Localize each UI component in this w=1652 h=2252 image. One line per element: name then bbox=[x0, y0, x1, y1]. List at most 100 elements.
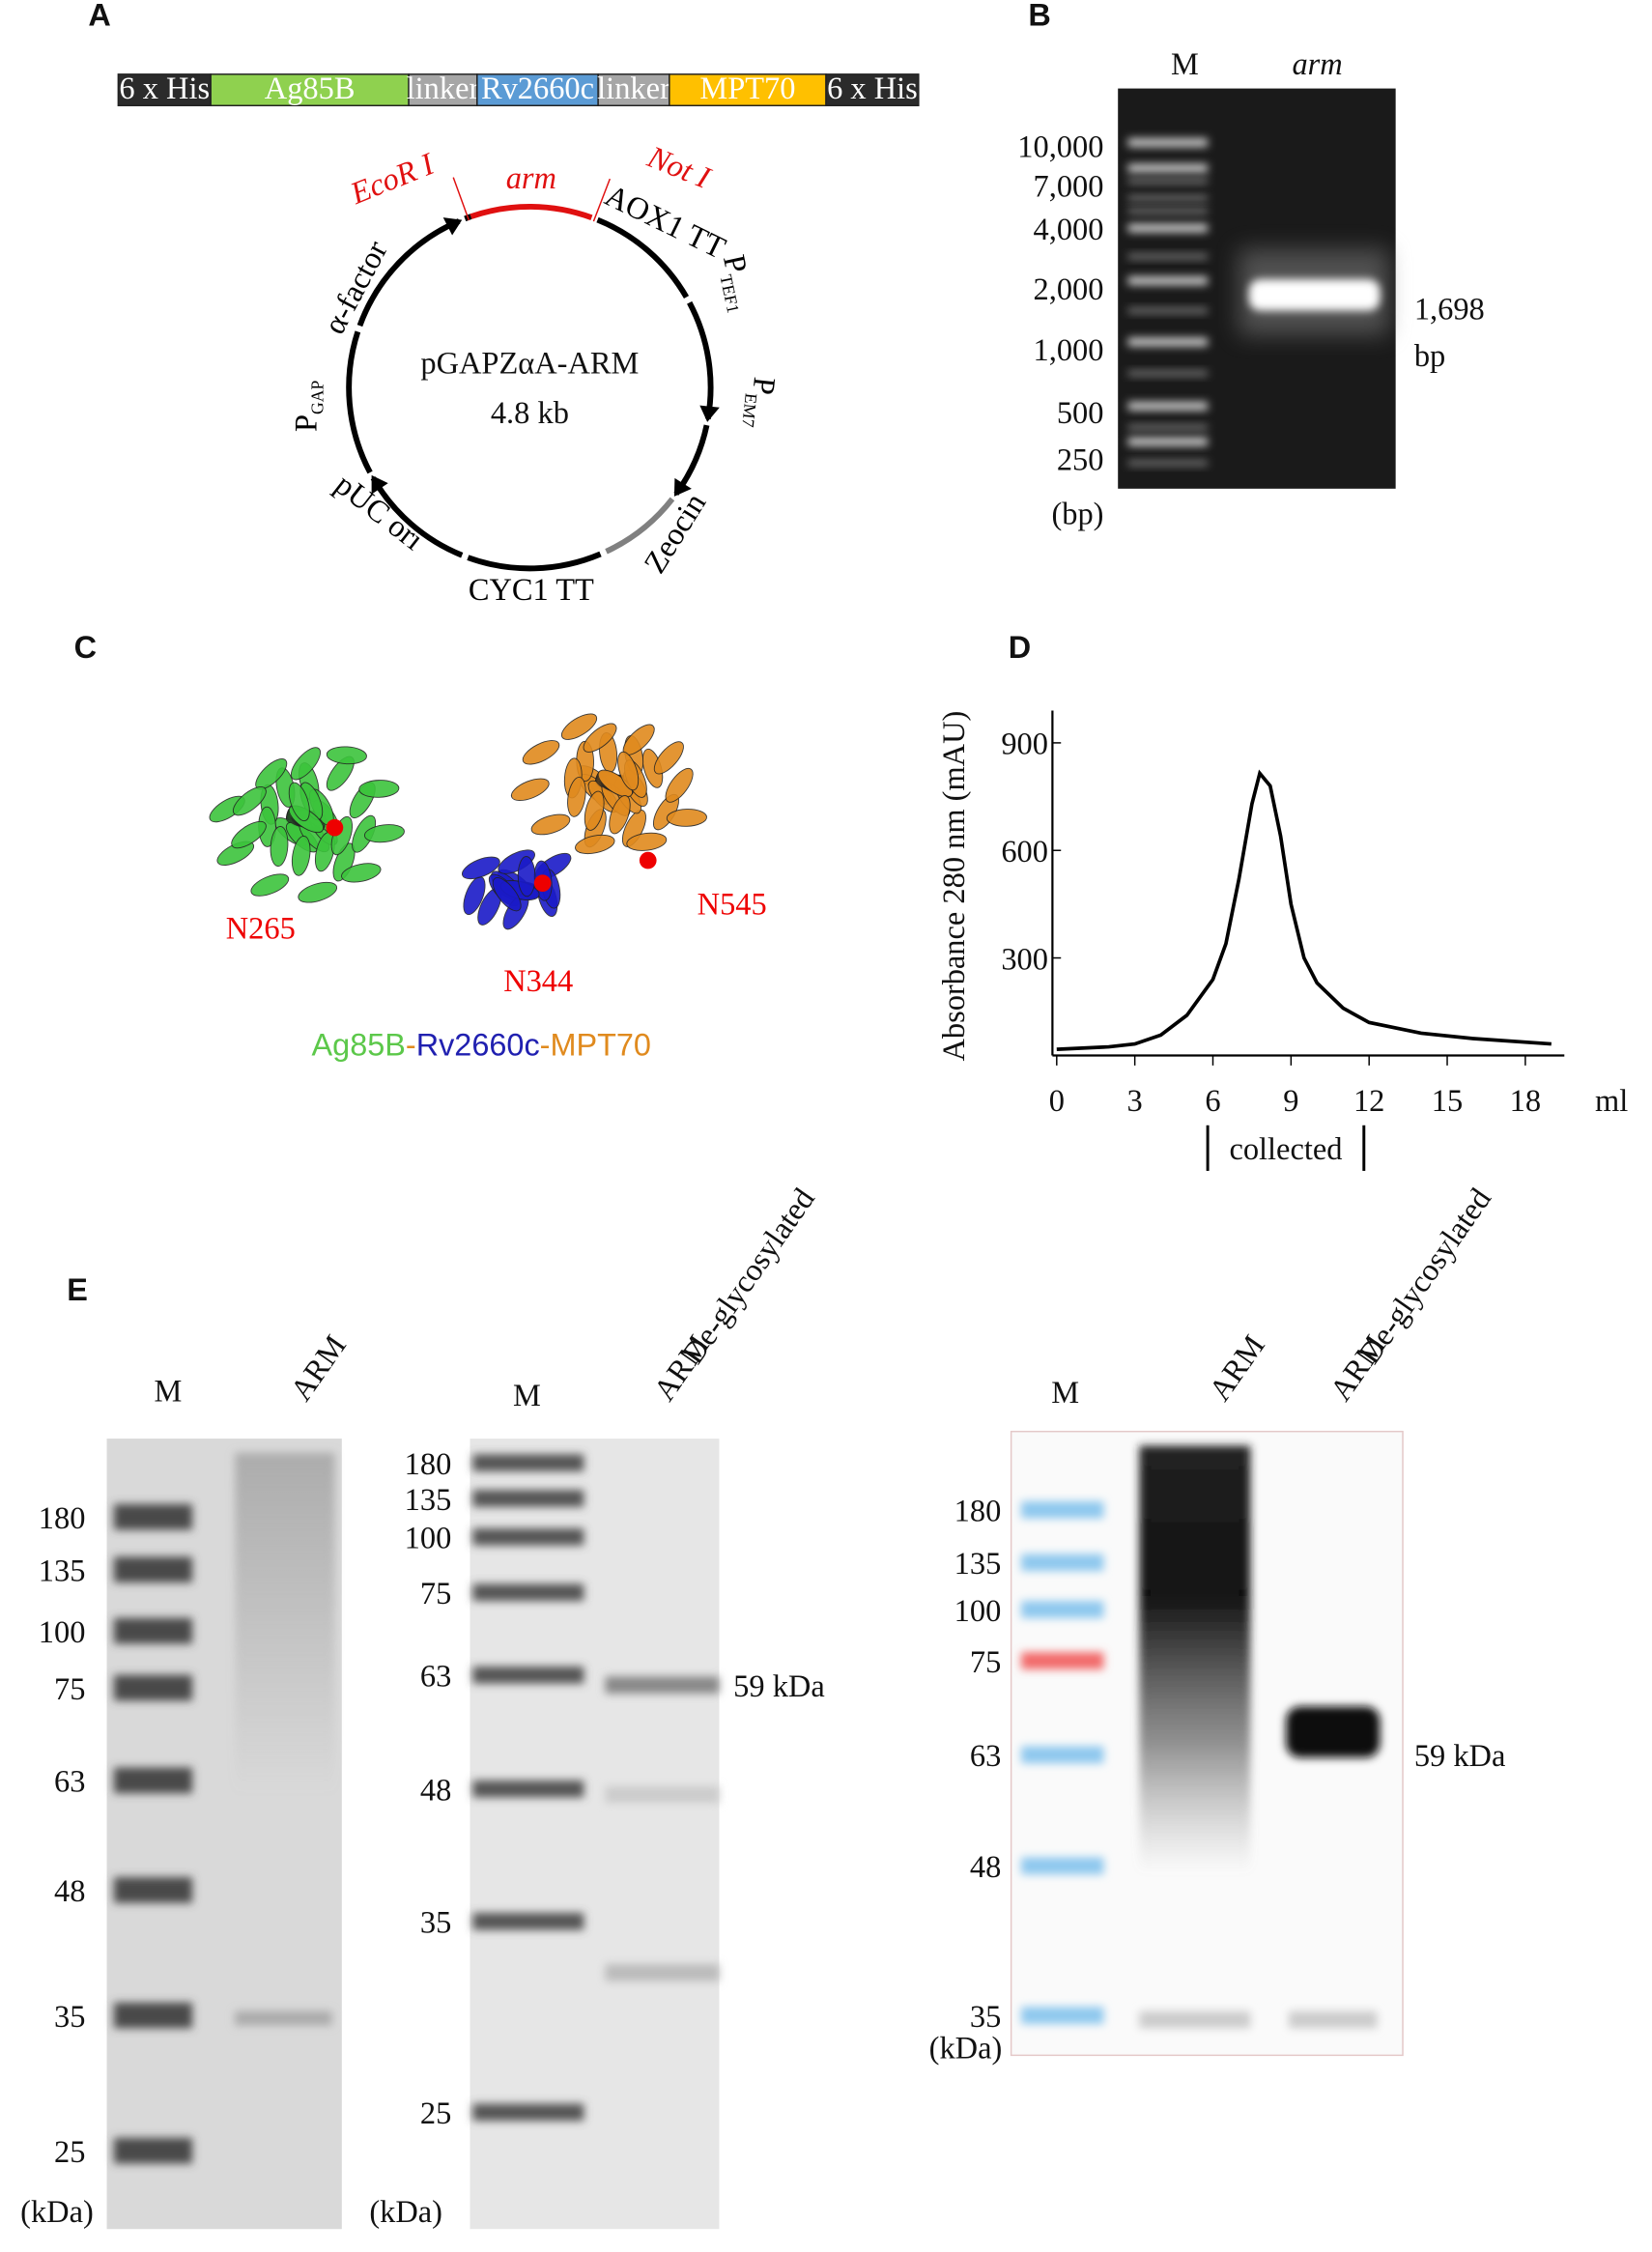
x-unit: ml bbox=[1595, 1084, 1628, 1119]
x-tick-label: 3 bbox=[1127, 1084, 1143, 1119]
marker-label: 35 bbox=[420, 1906, 451, 1941]
plasmid-label: AOX1 TT bbox=[599, 179, 730, 267]
x-tick-label: 12 bbox=[1353, 1084, 1384, 1119]
plasmid-arc bbox=[687, 300, 714, 420]
x-tick-label: 0 bbox=[1049, 1084, 1065, 1119]
x-tick-label: 9 bbox=[1283, 1084, 1298, 1119]
construct-label: linker bbox=[407, 71, 480, 106]
label-main: α-factor bbox=[317, 235, 394, 339]
ribbon bbox=[522, 740, 560, 765]
panel-label: E bbox=[67, 1272, 88, 1307]
x-tick-label: 15 bbox=[1432, 1084, 1463, 1119]
marker-label: 35 bbox=[54, 2000, 85, 2035]
ladder-band-faint bbox=[1127, 195, 1209, 202]
plasmid-arc bbox=[596, 216, 690, 299]
construct-segment bbox=[210, 73, 410, 107]
plasmid-label: α-factor bbox=[317, 235, 394, 339]
label-sub: GAP bbox=[308, 380, 328, 414]
ribbon bbox=[298, 881, 338, 903]
label-sub: EM7 bbox=[738, 392, 761, 428]
plasmid-arrow bbox=[371, 474, 388, 495]
ladder-unit: (bp) bbox=[1051, 498, 1103, 532]
label-main: P bbox=[289, 414, 324, 432]
marker-band bbox=[472, 1490, 584, 1507]
marker-label: 180 bbox=[405, 1447, 452, 1482]
panel-label: C bbox=[74, 630, 97, 665]
ribbon bbox=[231, 820, 267, 849]
marker-band bbox=[472, 2103, 584, 2122]
gel bbox=[470, 1439, 720, 2230]
construct-label: linker bbox=[597, 71, 670, 106]
lane-label: M bbox=[1171, 47, 1199, 82]
lane-label: ARM bbox=[647, 1329, 717, 1408]
caption: Ag85B-Rv2660c-MPT70 bbox=[312, 1028, 651, 1063]
construct-label: Rv2660c bbox=[481, 71, 594, 106]
product-band bbox=[1248, 279, 1381, 311]
ribbon bbox=[250, 873, 290, 897]
marker-band bbox=[113, 1556, 193, 1582]
marker-label: 135 bbox=[39, 1554, 86, 1588]
marker-band bbox=[472, 1583, 584, 1602]
ladder-band bbox=[1127, 401, 1209, 411]
plasmid-arc bbox=[470, 204, 593, 221]
ribbon bbox=[517, 856, 536, 898]
ladder-label: 10,000 bbox=[1017, 129, 1103, 164]
marker-label: 75 bbox=[54, 1672, 85, 1707]
ribbon bbox=[492, 877, 522, 912]
y-tick-label: 600 bbox=[1001, 835, 1048, 869]
label-main: EcoR I bbox=[345, 146, 441, 212]
sample-band bbox=[605, 1676, 720, 1694]
panel-label: A bbox=[88, 0, 110, 33]
caption-part: MPT70 bbox=[550, 1028, 651, 1063]
plasmid-arrow bbox=[442, 217, 463, 236]
ladder-band bbox=[1127, 276, 1209, 286]
marker-band bbox=[472, 1666, 584, 1684]
band-unit: bp bbox=[1414, 339, 1445, 374]
marker-label: 48 bbox=[420, 1774, 451, 1809]
ribbon bbox=[462, 856, 500, 880]
ribbon bbox=[617, 751, 640, 791]
band-label: 1,698 bbox=[1414, 292, 1485, 327]
ladder-band bbox=[1127, 337, 1209, 347]
ladder-band-faint bbox=[1127, 208, 1209, 214]
sample-band bbox=[605, 1785, 720, 1804]
marker-band bbox=[113, 1503, 193, 1530]
x-tick-label: 18 bbox=[1510, 1084, 1541, 1119]
ladder-band-faint bbox=[1127, 460, 1209, 467]
marker-band bbox=[113, 2137, 193, 2164]
construct-label: Ag85B bbox=[265, 71, 356, 106]
plasmid-arrow bbox=[673, 477, 692, 497]
label-main: arm bbox=[506, 161, 556, 196]
y-tick-label: 900 bbox=[1001, 727, 1048, 762]
ladder-label: 1,000 bbox=[1034, 333, 1104, 368]
marker-band bbox=[113, 1767, 193, 1794]
plasmid-arc bbox=[356, 218, 461, 328]
ribbon bbox=[288, 782, 310, 822]
marker-band bbox=[472, 1454, 584, 1471]
ladder-band-faint bbox=[1127, 424, 1209, 431]
ladder-band bbox=[1127, 437, 1209, 446]
sample-band bbox=[605, 1964, 720, 1981]
ribbon bbox=[530, 813, 571, 836]
ribbon bbox=[560, 713, 598, 740]
site-label: N344 bbox=[503, 964, 573, 999]
marker-label: 75 bbox=[970, 1645, 1001, 1680]
ribbon bbox=[621, 810, 646, 847]
unit-label: (kDa) bbox=[369, 2195, 442, 2230]
unit-label: (kDa) bbox=[20, 2195, 94, 2230]
ribbon bbox=[666, 809, 707, 827]
marker-label: 180 bbox=[39, 1501, 86, 1536]
plasmid-arc bbox=[370, 476, 464, 558]
ladder-label: 500 bbox=[1057, 396, 1104, 431]
marker-band bbox=[113, 1674, 193, 1701]
construct-segment bbox=[669, 73, 827, 107]
marker-label: 180 bbox=[954, 1495, 1002, 1529]
construct-label: MPT70 bbox=[699, 71, 795, 106]
ladder-label: 4,000 bbox=[1034, 213, 1104, 247]
panel-label: B bbox=[1028, 0, 1050, 33]
marker-label: 63 bbox=[420, 1660, 451, 1695]
ribbon bbox=[232, 786, 267, 816]
marker-label: 75 bbox=[420, 1577, 451, 1611]
marker-band bbox=[472, 1527, 584, 1546]
